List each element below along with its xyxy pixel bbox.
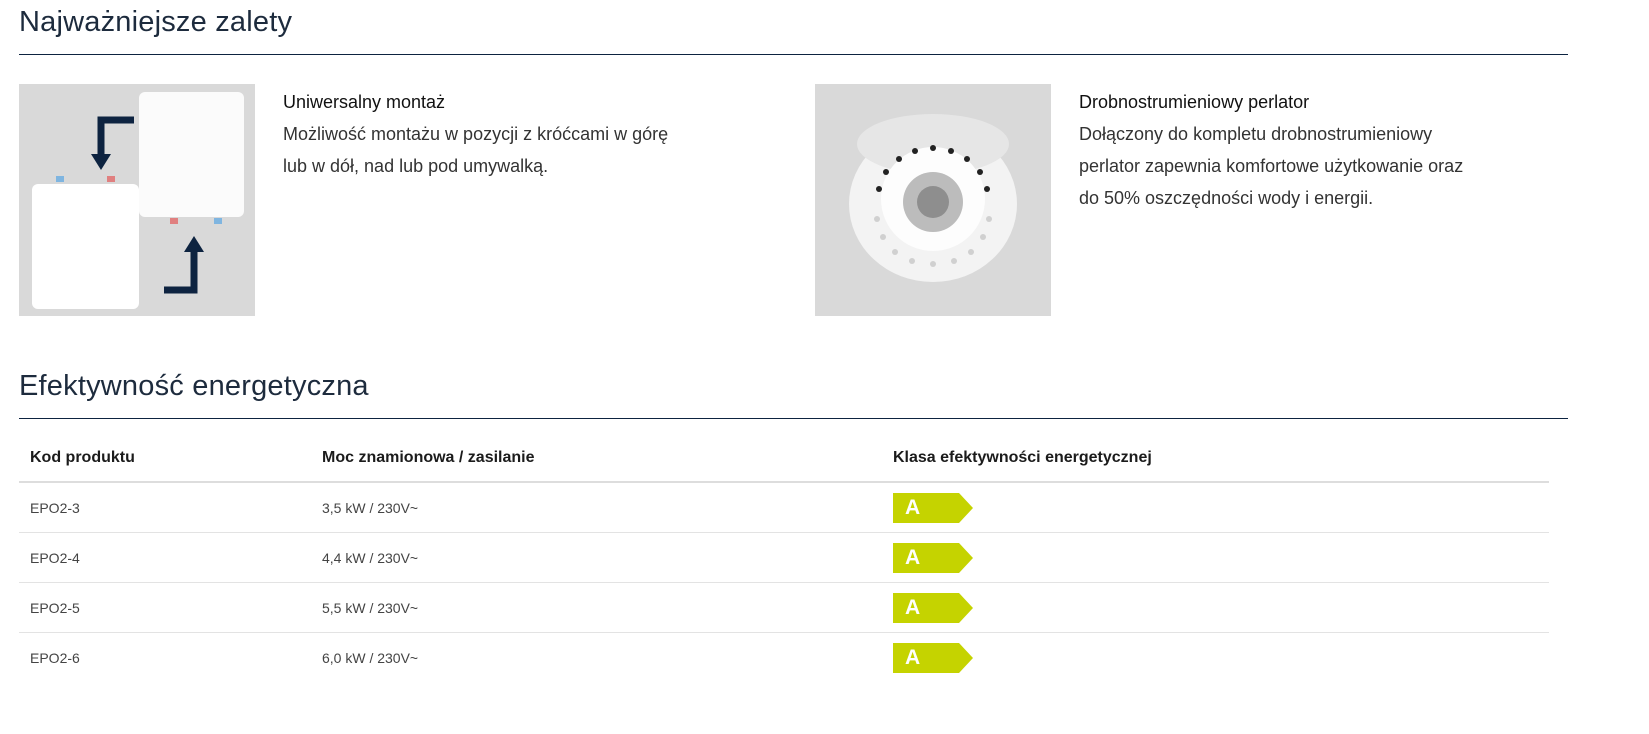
energy-class-label: A: [905, 595, 921, 619]
feature-mounting: Uniwersalny montaż Możliwość montażu w p…: [283, 86, 668, 182]
aerator-image: [815, 84, 1051, 316]
table-row: EPO2-3 3,5 kW / 230V~ A: [19, 482, 1549, 533]
energy-class-cell: A: [882, 633, 1549, 683]
power-supply: 4,4 kW / 230V~: [311, 532, 882, 583]
energy-class-label: A: [905, 545, 921, 569]
energy-class-badge: A: [893, 642, 973, 673]
feature-title: Drobnostrumieniowy perlator: [1079, 92, 1310, 112]
divider: [19, 418, 1568, 419]
feature-text: do 50% oszczędności wody i energii.: [1079, 188, 1374, 208]
feature-aerator: Drobnostrumieniowy perlator Dołączony do…: [1079, 86, 1463, 214]
table-row: EPO2-6 6,0 kW / 230V~ A: [19, 633, 1549, 683]
column-header: Kod produktu: [19, 435, 311, 483]
power-supply: 5,5 kW / 230V~: [311, 582, 882, 633]
table-row: EPO2-4 4,4 kW / 230V~ A: [19, 532, 1549, 583]
energy-class-cell: A: [882, 482, 1549, 533]
product-code: EPO2-3: [19, 482, 311, 533]
column-header: Klasa efektywności energetycznej: [882, 435, 1549, 483]
feature-text: lub w dół, nad lub pod umywalką.: [283, 156, 549, 176]
energy-class-cell: A: [882, 582, 1549, 633]
energy-class-label: A: [905, 495, 921, 519]
energy-class-cell: A: [882, 532, 1549, 583]
power-supply: 3,5 kW / 230V~: [311, 482, 882, 533]
section-title-advantages: Najważniejsze zalety: [19, 6, 293, 38]
feature-title: Uniwersalny montaż: [283, 92, 446, 112]
energy-class-badge: A: [893, 492, 973, 523]
feature-text: Możliwość montażu w pozycji z króćcami w…: [283, 124, 669, 144]
divider: [19, 54, 1568, 55]
product-code: EPO2-5: [19, 582, 311, 633]
table-row: EPO2-5 5,5 kW / 230V~ A: [19, 582, 1549, 633]
column-header: Moc znamionowa / zasilanie: [311, 435, 882, 483]
power-supply: 6,0 kW / 230V~: [322, 649, 419, 666]
product-code: EPO2-6: [30, 649, 80, 666]
energy-class-label: A: [905, 645, 921, 669]
feature-text: perlator zapewnia komfortowe użytkowanie…: [1079, 156, 1464, 176]
energy-table: Kod produktu Moc znamionowa / zasilanie …: [19, 435, 1549, 682]
energy-class-badge: A: [893, 592, 973, 623]
product-code: EPO2-4: [19, 532, 311, 583]
feature-text: Dołączony do kompletu drobnostrumieniowy: [1079, 124, 1433, 144]
section-title-efficiency: Efektywność energetyczna: [19, 370, 369, 402]
energy-class-badge: A: [893, 542, 973, 573]
mounting-image: [19, 84, 255, 316]
